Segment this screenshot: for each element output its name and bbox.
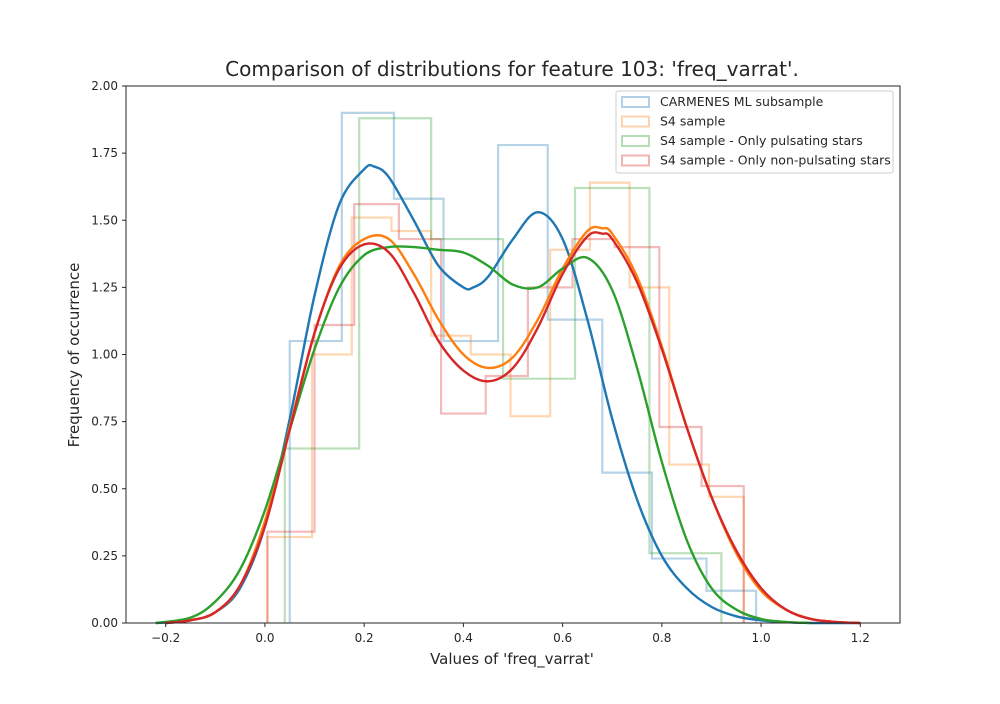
y-tick-label: 0.00: [91, 616, 118, 630]
x-tick-label: 0.6: [553, 631, 572, 645]
histogram-bar-6: [471, 355, 511, 624]
histogram-bar-5: [575, 188, 649, 623]
kde-curve-series-1: [155, 163, 861, 625]
histogram-bar-2: [315, 325, 355, 623]
histogram-bar-6: [486, 376, 528, 623]
histogram-bar-8: [573, 239, 615, 623]
x-tick-label: 0.0: [255, 631, 274, 645]
histogram-bar-4: [399, 239, 441, 623]
y-tick-label: 0.75: [91, 415, 118, 429]
histogram-bar-1: [285, 448, 359, 623]
histogram-bar-5: [441, 414, 486, 623]
y-axis-label: Frequency of occurrence: [65, 263, 83, 448]
legend-swatch-4: [621, 154, 650, 167]
x-tick-label: 1.2: [851, 631, 870, 645]
kde-curve-series-4: [165, 231, 861, 625]
histogram-outline: [266, 203, 745, 623]
y-tick-label: 1.50: [91, 213, 118, 227]
y-tick-label: 1.75: [91, 146, 118, 160]
histogram-bar-1: [267, 532, 314, 623]
y-tick-label: 0.50: [91, 482, 118, 496]
histogram-bar-9: [615, 247, 660, 623]
x-tick-label: 0.4: [454, 631, 473, 645]
histogram-bar-3: [354, 204, 399, 623]
legend-swatch-1: [621, 96, 650, 108]
histogram-series-3: [283, 117, 723, 623]
chart-title: Comparison of distributions for feature …: [225, 57, 799, 81]
histogram-series-1: [288, 111, 758, 623]
histogram-bar-4: [444, 341, 499, 623]
legend-label-3: S4 sample - Only pulsating stars: [660, 133, 863, 148]
histogram-bar-7: [511, 416, 551, 623]
histogram-outline: [266, 181, 745, 623]
y-tick-label: 1.25: [91, 280, 118, 294]
histogram-bar-7: [602, 473, 652, 623]
legend-frame: [615, 90, 894, 174]
legend-swatch-2: [621, 115, 650, 128]
histogram-bar-3: [352, 218, 392, 623]
x-tick-label: −0.2: [151, 631, 180, 645]
histogram-bar-5: [431, 336, 471, 623]
histogram-series-2: [266, 181, 745, 624]
legend-label-1: CARMENES ML subsample: [660, 94, 824, 109]
histogram-bar-2: [312, 355, 352, 624]
histogram-outline: [283, 117, 723, 623]
y-tick-label: 0.25: [91, 549, 118, 563]
x-axis-label: Values of 'freq_varrat': [430, 650, 594, 669]
legend-swatch-3: [621, 135, 650, 147]
legend-label-2: S4 sample: [660, 114, 726, 129]
histogram-outline: [288, 111, 758, 623]
legend-label-4: S4 sample - Only non-pulsating stars: [660, 153, 891, 168]
x-tick-label: 0.8: [652, 631, 671, 645]
kde-curve-series-3: [155, 245, 811, 625]
kde-curve-series-2: [165, 225, 861, 625]
histogram-bar-2: [359, 118, 431, 623]
plot-area: −0.2 0.0 0.2 0.4 0.6 0.8 1.0 1.2 0.00 0.25 0.50 0.7…: [91, 79, 901, 645]
legend: CARMENES ML subsample S4 sample S4 sample …: [615, 90, 894, 174]
histogram-series-4: [266, 203, 745, 623]
x-tick-label: 1.0: [752, 631, 771, 645]
histogram-bar-2: [342, 113, 394, 623]
y-tick-label: 2.00: [91, 79, 118, 93]
x-tick-label: 0.2: [355, 631, 374, 645]
histogram-bar-5: [498, 145, 548, 623]
y-tick-label: 1.00: [91, 348, 118, 362]
